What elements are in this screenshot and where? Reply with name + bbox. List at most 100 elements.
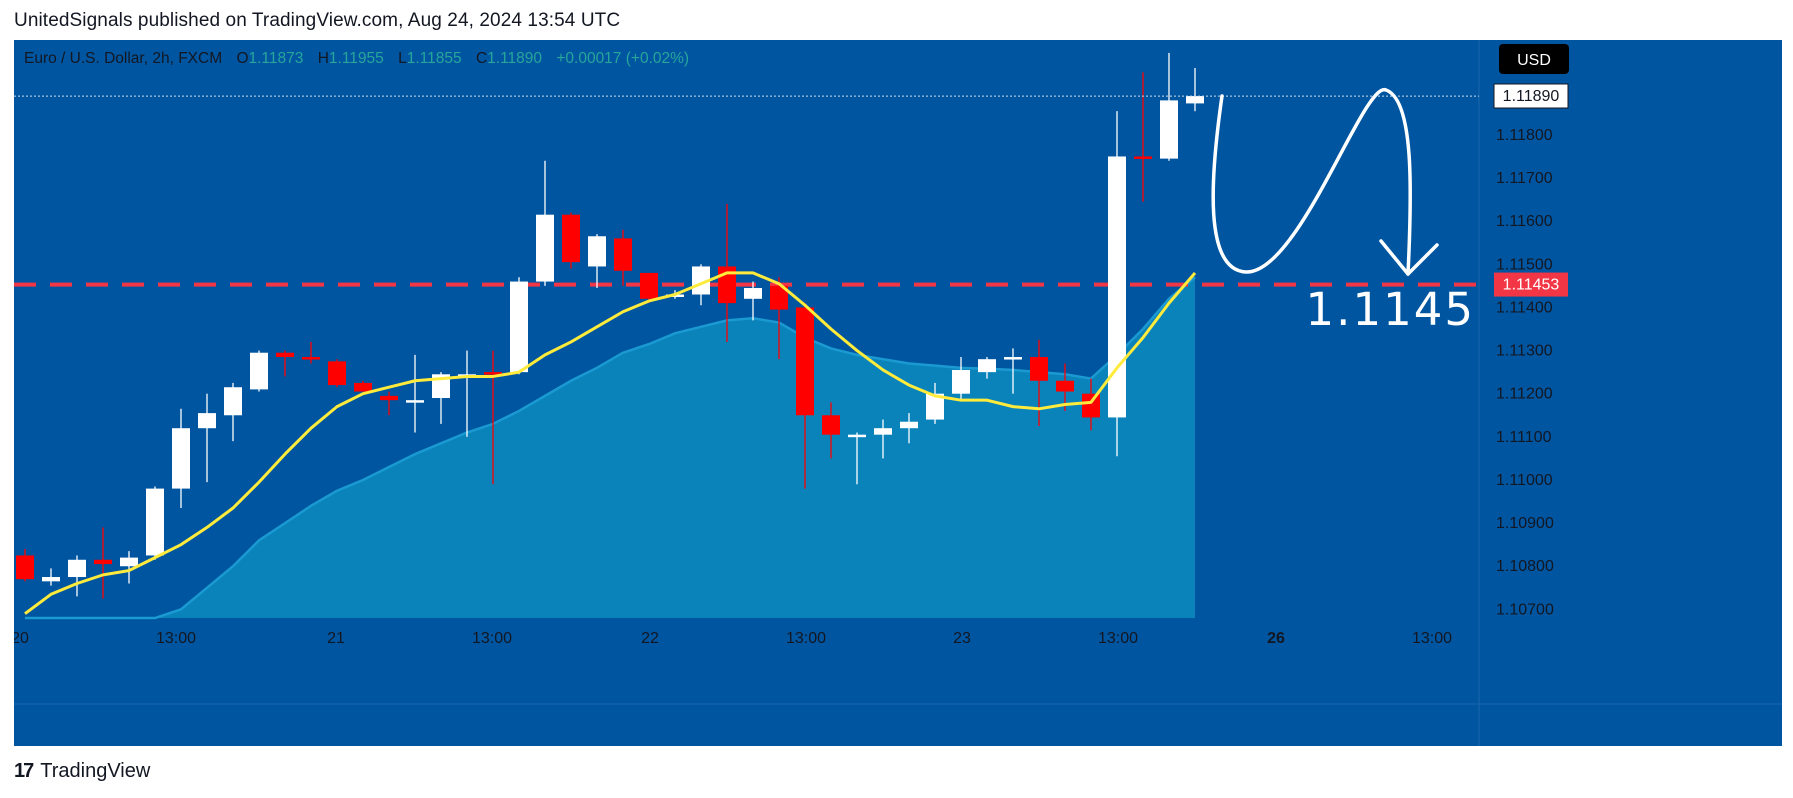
currency-label: USD	[1517, 52, 1551, 69]
candle	[68, 555, 86, 597]
candle	[588, 234, 606, 289]
candle	[536, 160, 554, 286]
candle	[640, 272, 658, 304]
candle-body	[874, 428, 892, 435]
y-axis: 1.11800 1.11700 1.11600 1.11500 1.11400 1.113…	[1496, 127, 1554, 618]
candle	[250, 350, 268, 392]
candle	[744, 281, 762, 321]
candle-body	[302, 357, 320, 360]
candle-body	[562, 214, 580, 263]
candle-body	[614, 238, 632, 271]
candle	[1108, 111, 1126, 457]
y-tick-label: 1.10700	[1496, 601, 1554, 618]
legend-symbol: Euro / U.S. Dollar, 2h, FXCM	[24, 50, 222, 67]
candle	[224, 382, 242, 442]
tradingview-logo[interactable]: 17 TradingView	[14, 760, 150, 783]
candle-body	[536, 214, 554, 282]
candle-body	[822, 415, 840, 435]
candle-body	[224, 387, 242, 416]
x-axis: 20 13:00 21 13:00 22 13:00 23 13:00 26 13:00	[14, 630, 1452, 647]
moving-average-line	[24, 271, 1197, 615]
candle-body	[978, 359, 996, 373]
candle	[874, 419, 892, 459]
candle-body	[926, 393, 944, 420]
price-scale[interactable]	[1479, 40, 1782, 746]
y-tick-label: 1.11200	[1496, 386, 1553, 403]
legend-line: Euro / U.S. Dollar, 2h, FXCM O1.11873 H1…	[24, 50, 689, 67]
candle	[614, 229, 632, 286]
candle	[120, 551, 138, 584]
candle	[926, 382, 944, 424]
legend-h-prefix: H	[318, 50, 329, 67]
x-tick-label: 26	[1267, 630, 1285, 647]
candle-body	[406, 400, 424, 403]
candle-body	[848, 434, 866, 438]
area-layer	[25, 276, 1196, 620]
candle	[198, 393, 216, 483]
currency-button[interactable]: USD	[1499, 44, 1569, 74]
candle	[146, 486, 164, 560]
candle	[16, 548, 34, 582]
candle	[1004, 348, 1022, 394]
candle-body	[1134, 156, 1152, 159]
candle	[42, 568, 60, 586]
candle	[484, 350, 502, 485]
candle	[900, 413, 918, 444]
x-tick-label: 13:00	[1098, 630, 1138, 647]
y-tick-label: 1.11300	[1496, 343, 1553, 360]
candle-body	[796, 307, 814, 416]
candle-body	[94, 559, 112, 565]
projection-arrow-curve	[1211, 88, 1413, 276]
candle-layer	[16, 52, 1204, 599]
y-tick-label: 1.11500	[1496, 256, 1553, 273]
candle	[328, 359, 346, 388]
legend-l-prefix: L	[398, 50, 407, 67]
candle	[978, 357, 996, 379]
candle	[172, 408, 190, 509]
candle-body	[16, 555, 34, 580]
y-tick-label: 1.11600	[1496, 213, 1553, 230]
candle	[1134, 72, 1152, 202]
candle-body	[354, 382, 372, 392]
y-tick-label: 1.11400	[1496, 299, 1553, 316]
candle-body	[1108, 156, 1126, 418]
candle	[770, 277, 788, 360]
area-series-fill	[25, 277, 1195, 618]
level-price-badge: 1.11453	[1494, 272, 1568, 297]
y-tick-label: 1.11000	[1496, 472, 1553, 489]
candle	[510, 277, 528, 375]
y-tick-label: 1.11100	[1496, 429, 1552, 446]
legend-c-prefix: C	[476, 50, 487, 67]
y-tick-label: 1.11800	[1496, 127, 1553, 144]
candle	[94, 527, 112, 599]
candle-body	[328, 361, 346, 386]
legend-o-value: 1.11873	[249, 50, 304, 67]
tradingview-wordmark: TradingView	[40, 760, 151, 782]
candle	[822, 402, 840, 459]
x-tick-label: 13:00	[786, 630, 826, 647]
candle-body	[510, 281, 528, 373]
candle	[1186, 68, 1204, 112]
candle	[562, 212, 580, 269]
price-chart[interactable]: 1.11800 1.11700 1.11600 1.11500 1.11400 1.113…	[14, 40, 1782, 746]
candle-body	[42, 577, 60, 582]
candle	[848, 432, 866, 485]
candle-body	[1082, 393, 1100, 418]
x-tick-label: 20	[14, 630, 29, 647]
candle-body	[1056, 380, 1074, 392]
candle-body	[588, 236, 606, 267]
ma-layer	[24, 271, 1197, 615]
legend-h-value: 1.11955	[329, 50, 384, 67]
candle-body	[1004, 357, 1022, 360]
y-tick-label: 1.11700	[1496, 170, 1553, 187]
projection-arrow-head	[1379, 239, 1439, 276]
candle	[1082, 378, 1100, 431]
level-price-value: 1.11453	[1503, 277, 1560, 294]
legend-o-prefix: O	[236, 50, 248, 67]
level-annotation: 1.1145	[1306, 283, 1475, 336]
candle-body	[744, 288, 762, 299]
candle-body	[770, 285, 788, 310]
candle-body	[120, 557, 138, 567]
y-tick-label: 1.10900	[1496, 515, 1554, 532]
candle-body	[692, 266, 710, 295]
